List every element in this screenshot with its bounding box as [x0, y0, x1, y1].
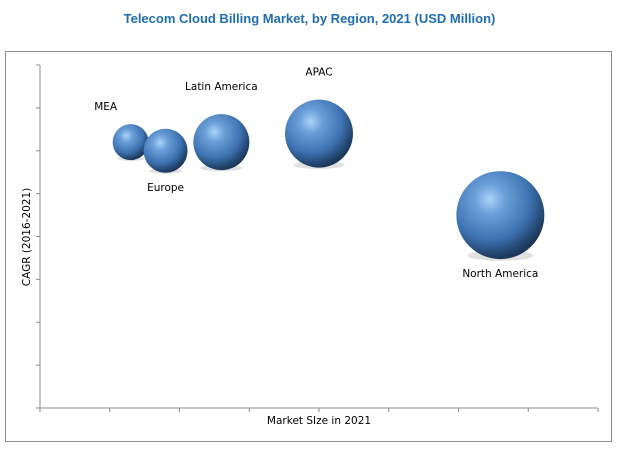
- bubble-label-apac: APAC: [305, 67, 332, 79]
- bubble-label-mea: MEA: [94, 101, 118, 113]
- bubble-mea: [112, 124, 149, 161]
- bubble-europe: [143, 128, 188, 173]
- bubble-label-north-america: North America: [462, 268, 538, 280]
- bubble-latin-america: [193, 114, 250, 171]
- chart-frame: [5, 51, 612, 442]
- bubble-apac: [285, 99, 353, 168]
- x-axis-label: Market SIze in 2021: [267, 415, 371, 427]
- chart-title: Telecom Cloud Billing Market, by Region,…: [123, 11, 496, 26]
- bubble-label-europe: Europe: [147, 182, 184, 194]
- y-axis-label: CAGR (2016-2021): [21, 188, 33, 287]
- bubble-north-america: [456, 171, 545, 260]
- bubble-label-latin-america: Latin America: [185, 81, 258, 93]
